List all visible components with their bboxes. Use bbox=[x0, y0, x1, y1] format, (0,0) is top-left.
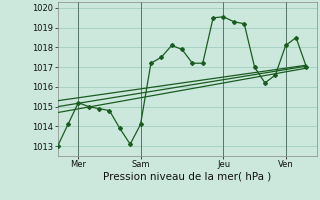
X-axis label: Pression niveau de la mer( hPa ): Pression niveau de la mer( hPa ) bbox=[103, 172, 271, 182]
